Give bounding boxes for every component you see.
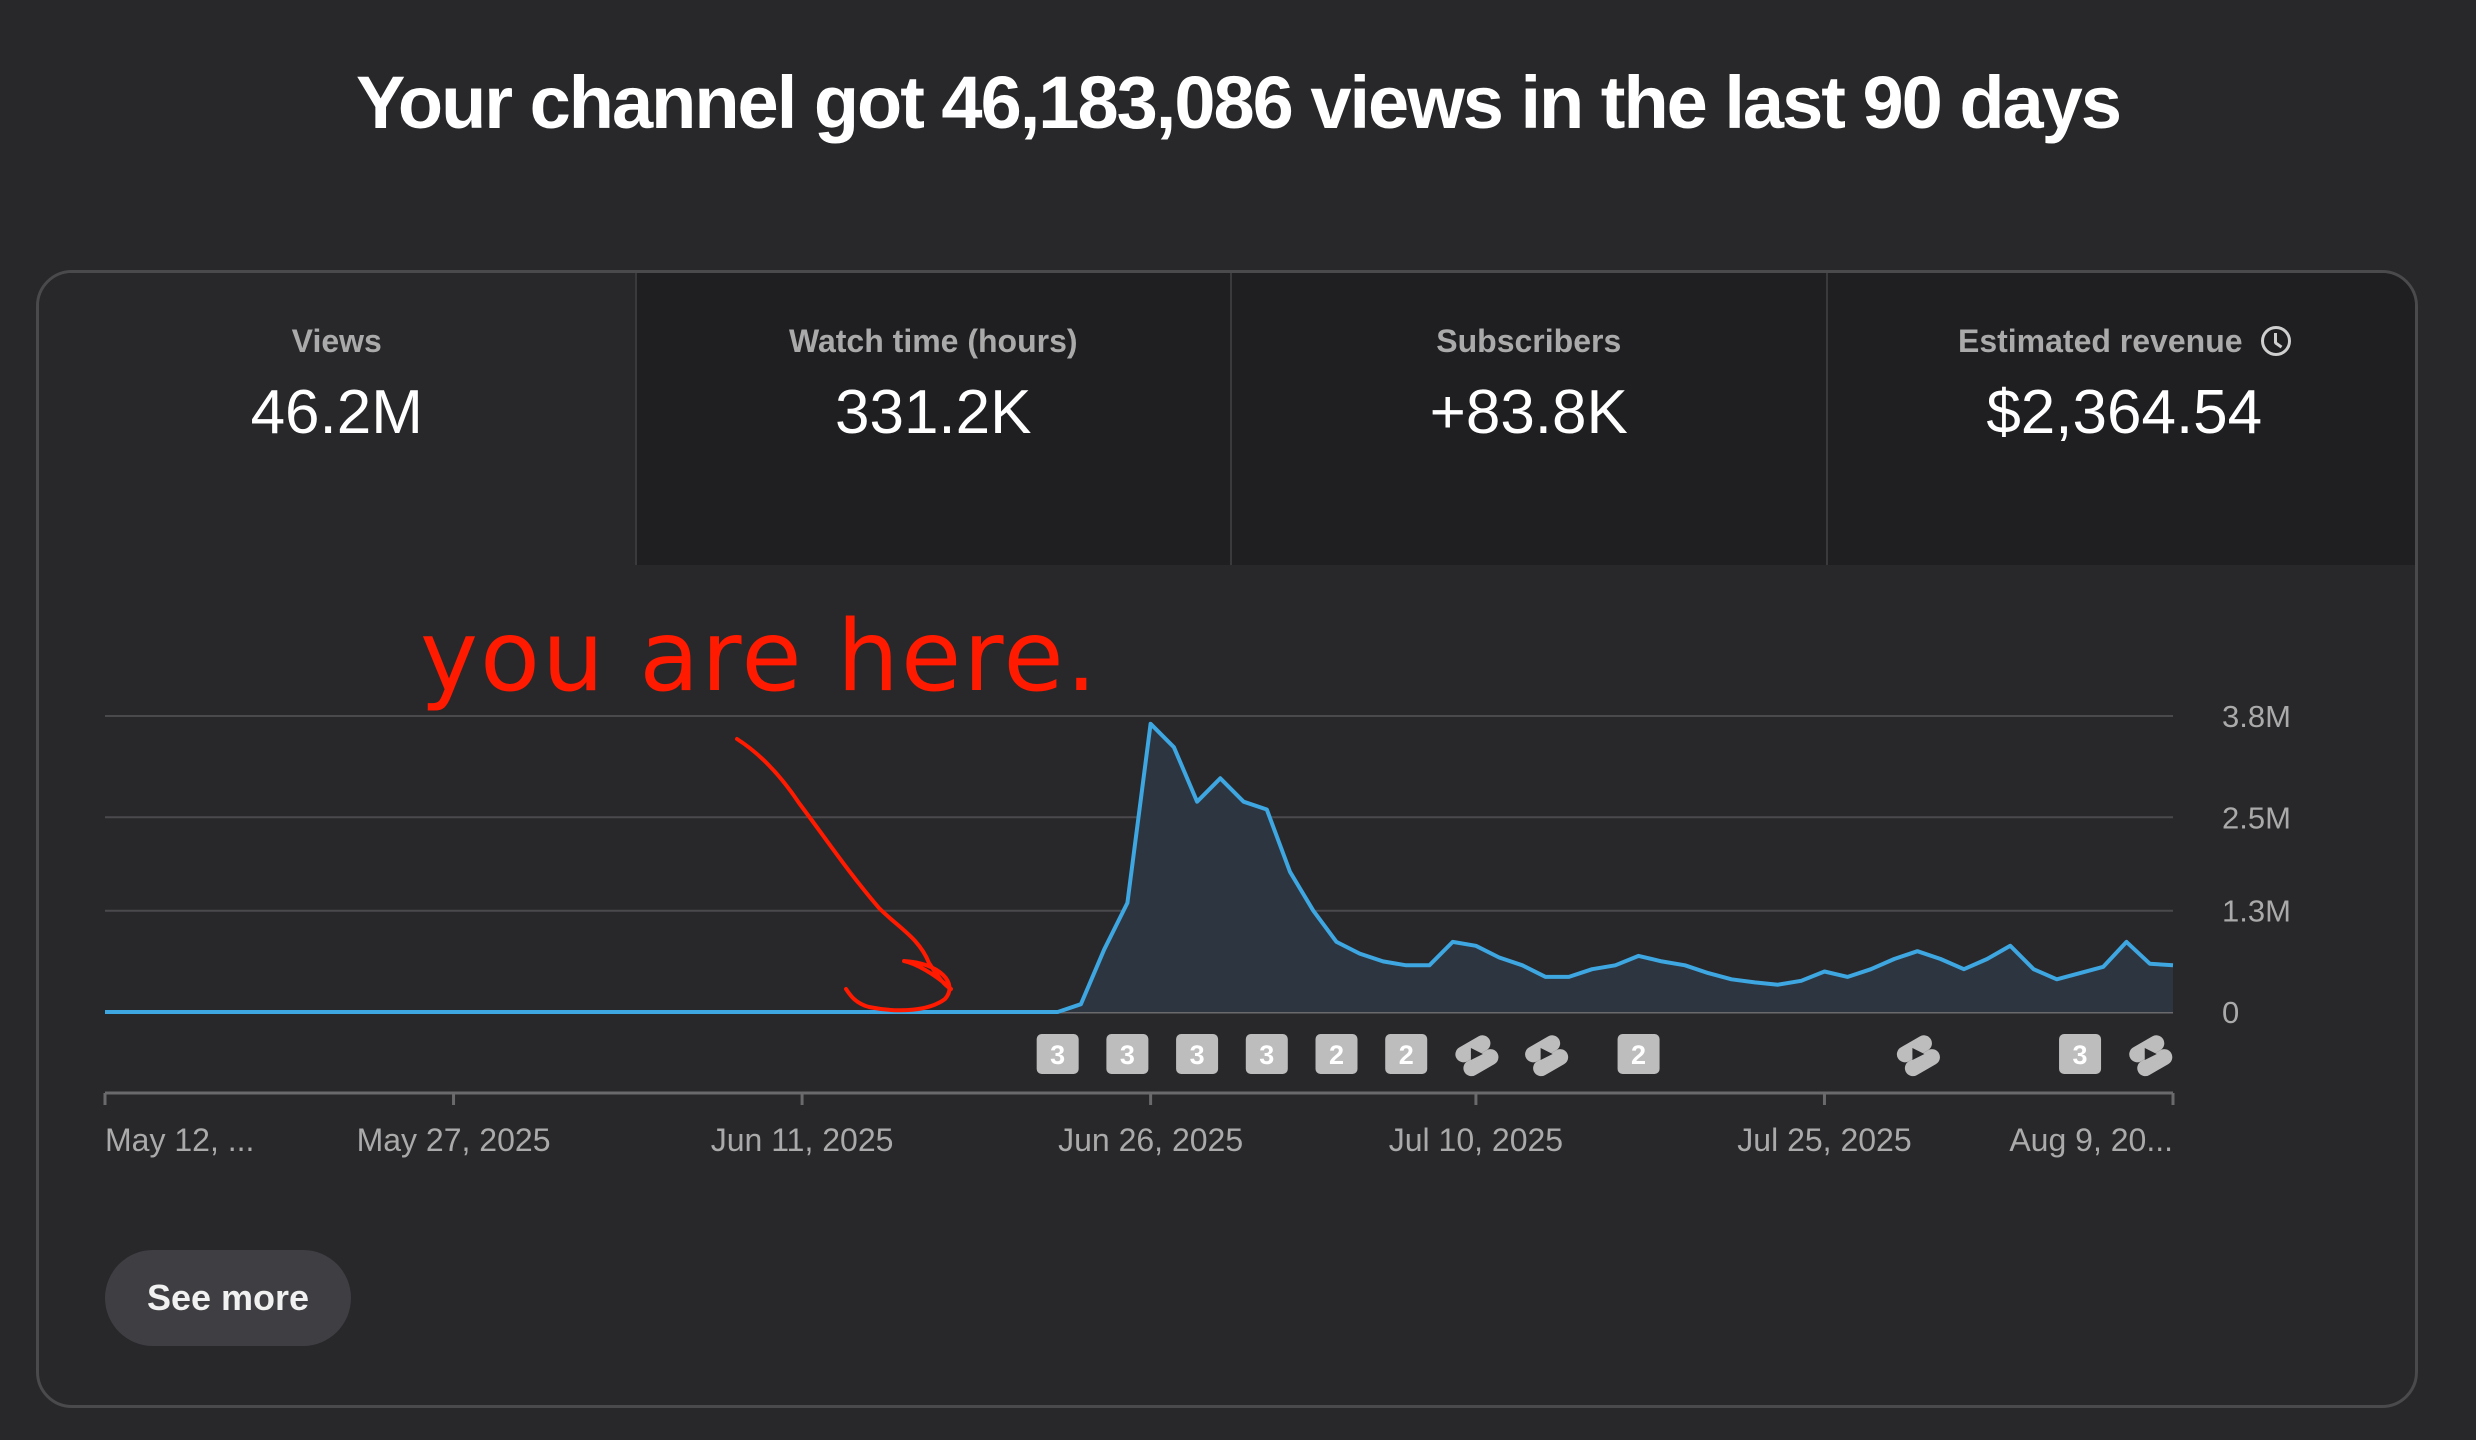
badge-box [2059, 1034, 2102, 1074]
badge-count: 3 [1120, 1040, 1135, 1070]
y-tick-label: 0 [2222, 995, 2239, 1030]
shorts-icon [2129, 1035, 2173, 1077]
x-tick-label: Jul 10, 2025 [1389, 1122, 1563, 1158]
x-tick-label: Jun 26, 2025 [1058, 1122, 1243, 1158]
x-tick-label: Aug 9, 20... [2009, 1122, 2173, 1158]
badge-box [1315, 1034, 1358, 1074]
upload-count-badge: 3 [2059, 1034, 2102, 1074]
upload-count-badge: 2 [1315, 1034, 1358, 1074]
revenue-label-row: Estimated revenue [1828, 323, 2416, 360]
shorts-icon-lower [1904, 1049, 1940, 1077]
upload-count-badge: 3 [1176, 1034, 1219, 1074]
shorts-icon-upper [1896, 1035, 1932, 1063]
upload-count-badge: 3 [1106, 1034, 1149, 1074]
shorts-icon [1525, 1035, 1569, 1077]
watch-time-label: Watch time (hours) [788, 323, 1078, 359]
subscribers-value: +83.8K [1429, 378, 1628, 447]
x-axis: May 12, ... May 27, 2025 Jun 11, 2025 Jun 2… [103, 1091, 2175, 1158]
revenue-label: Estimated revenue [1957, 323, 2243, 359]
upload-count-badge: 2 [1617, 1034, 1660, 1074]
area-fill [105, 723, 2173, 1012]
upload-count-badge: 3 [1245, 1034, 1288, 1074]
x-tick-label: Jun 11, 2025 [711, 1122, 894, 1158]
tab-watch-time[interactable]: Watch time (hours) 331.2K [634, 273, 1230, 565]
grid-lines: 3.8M 2.5M 1.3M 0 [105, 699, 2291, 1030]
shorts-icon-upper [1455, 1035, 1491, 1063]
upload-count-badge: 3 [1036, 1034, 1079, 1074]
y-tick-label: 2.5M [2222, 800, 2291, 835]
views-chart: 3.8M 2.5M 1.3M 0 3 3 3 3 2 2 2 3 May 12, ... May 27… [103, 699, 2291, 1158]
badge-count: 3 [1190, 1040, 1205, 1070]
shorts-icon-lower [1463, 1049, 1499, 1077]
badge-count: 3 [1050, 1040, 1065, 1070]
tab-subscribers[interactable]: Subscribers +83.8K [1230, 273, 1826, 565]
analytics-card: Views 46.2M Watch time (hours) 331.2K Su… [36, 270, 2418, 1408]
shorts-icon-upper [2129, 1035, 2165, 1063]
page-title: Your channel got 46,183,086 views in the… [356, 61, 2122, 144]
shorts-play-glyph [1470, 1048, 1483, 1060]
metric-tabs: Views 46.2M Watch time (hours) 331.2K Su… [39, 273, 2416, 565]
x-tick-label: May 12, ... [105, 1122, 254, 1158]
upload-count-badge: 2 [1385, 1034, 1428, 1074]
tab-estimated-revenue[interactable]: Estimated revenue $2,364.54 [1825, 273, 2416, 565]
revenue-value: $2,364.54 [1986, 378, 2263, 447]
x-tick-label: May 27, 2025 [357, 1122, 551, 1158]
tab-views[interactable]: Views 46.2M [39, 273, 635, 565]
shorts-icon [1896, 1035, 1940, 1077]
clock-icon[interactable] [2260, 326, 2291, 356]
shorts-icon-lower [1533, 1049, 1569, 1077]
shorts-icon-lower [2137, 1049, 2173, 1077]
badge-count: 2 [1631, 1040, 1646, 1070]
annotation-text: you are here. [420, 600, 1099, 714]
annotation-arrow-path [735, 737, 953, 1013]
shorts-icon [1455, 1035, 1499, 1077]
chart-area [104, 721, 2174, 1014]
see-more-button[interactable]: See more [105, 1250, 351, 1346]
views-value: 46.2M [250, 378, 423, 447]
badge-box [1036, 1034, 1079, 1074]
badge-count: 3 [1259, 1040, 1274, 1070]
badge-box [1245, 1034, 1288, 1074]
views-label: Views [291, 323, 382, 359]
content-markers: 3 3 3 3 2 2 2 3 [1036, 1034, 2173, 1077]
views-line [105, 721, 2174, 1014]
badge-box [1106, 1034, 1149, 1074]
shorts-play-glyph [1912, 1048, 1925, 1060]
x-tick-label: Jul 25, 2025 [1737, 1122, 1911, 1158]
badge-count: 3 [2073, 1040, 2088, 1070]
badge-count: 2 [1329, 1040, 1344, 1070]
badge-box [1176, 1034, 1219, 1074]
badge-box [1617, 1034, 1660, 1074]
shorts-play-glyph [2144, 1048, 2157, 1060]
y-tick-label: 1.3M [2222, 894, 2291, 929]
y-tick-label: 3.8M [2222, 699, 2291, 734]
shorts-icon-upper [1525, 1035, 1561, 1063]
badge-count: 2 [1399, 1040, 1414, 1070]
watch-time-value: 331.2K [834, 378, 1032, 447]
shorts-play-glyph [1540, 1048, 1553, 1060]
annotation-arrow [735, 737, 953, 1013]
subscribers-label: Subscribers [1436, 323, 1622, 359]
badge-box [1385, 1034, 1428, 1074]
